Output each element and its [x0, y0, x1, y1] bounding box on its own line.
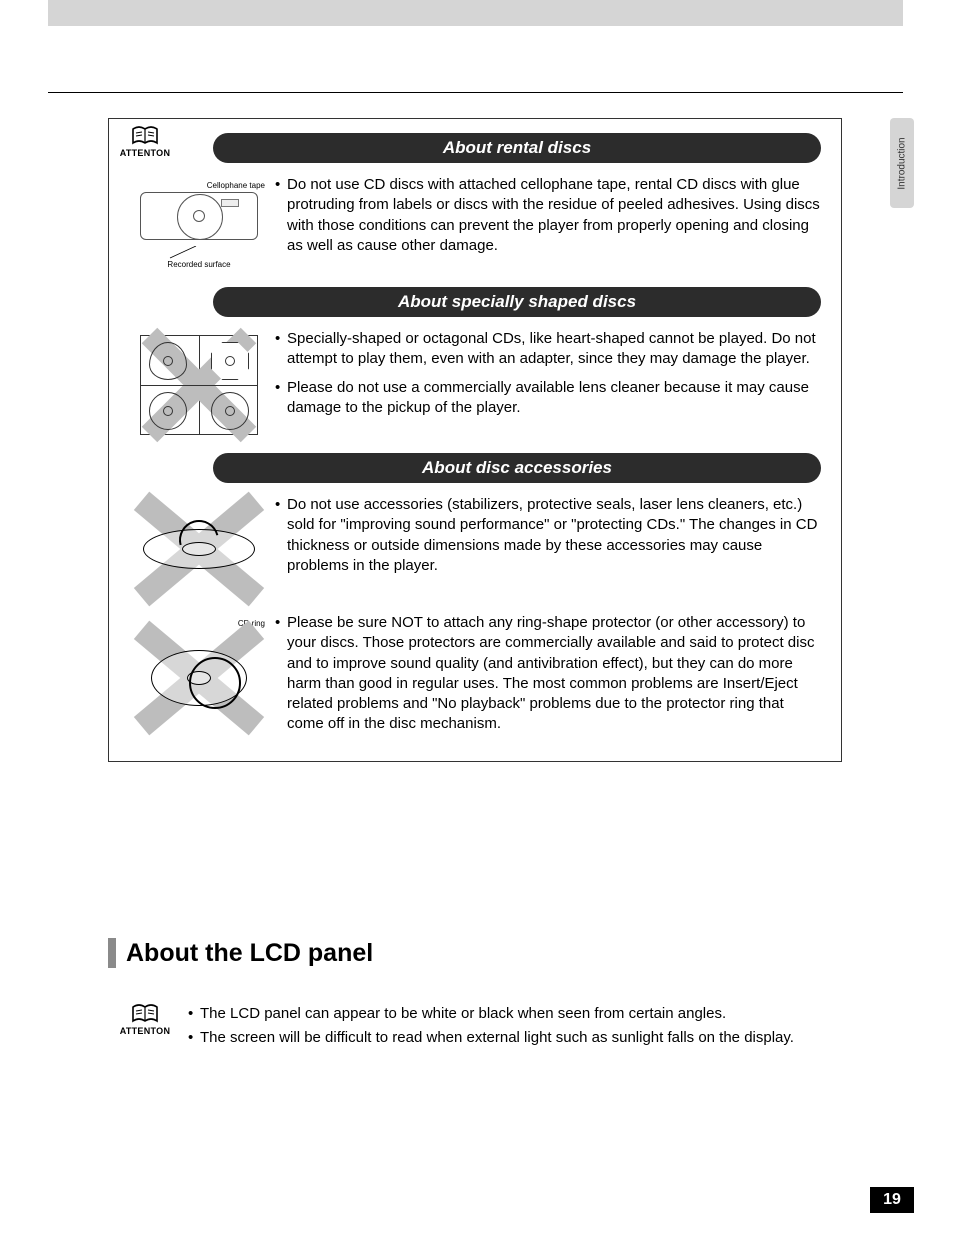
section-accessories-2: CD ring •Please be sure NOT to attach an… — [127, 613, 823, 743]
illus-label-tape: Cellophane tape — [133, 181, 265, 190]
illus-shaped — [127, 329, 275, 435]
cd-ring-graphic — [135, 630, 263, 726]
bullet-text: Please be sure NOT to attach any ring-sh… — [287, 613, 823, 735]
pill-rental: About rental discs — [213, 133, 821, 163]
page-number-badge: 19 — [870, 1187, 914, 1213]
h2-accent-bar — [108, 938, 116, 968]
bullet-text: Specially-shaped or octagonal CDs, like … — [287, 329, 823, 370]
illus-label-recorded: Recorded surface — [133, 260, 265, 269]
body-accessories-1: •Do not use accessories (stabilizers, pr… — [275, 495, 823, 607]
bullet-text: Please do not use a commercially availab… — [287, 378, 823, 419]
illus-rental: Cellophane tape Recorded surface — [127, 175, 275, 269]
body-shaped: •Specially-shaped or octagonal CDs, like… — [275, 329, 823, 435]
attention-icon-lcd: ATTENTON — [116, 1004, 174, 1036]
section-rental: Cellophane tape Recorded surface •Do not… — [127, 175, 823, 269]
header-rule — [48, 92, 903, 93]
section-accessories-1: •Do not use accessories (stabilizers, pr… — [127, 495, 823, 607]
lcd-body: •The LCD panel can appear to be white or… — [188, 1004, 838, 1053]
illus-ring: CD ring — [127, 613, 275, 743]
disc-rental-graphic — [140, 192, 258, 240]
pill-shaped: About specially shaped discs — [213, 287, 821, 317]
book-icon — [131, 1004, 159, 1024]
pill-accessories: About disc accessories — [213, 453, 821, 483]
stabilizer-graphic — [135, 501, 263, 597]
bullet-text: Do not use CD discs with attached cellop… — [287, 175, 823, 256]
attention-label: ATTENTON — [116, 1026, 174, 1036]
section-shaped: •Specially-shaped or octagonal CDs, like… — [127, 329, 823, 435]
pointer-line-icon — [140, 246, 258, 260]
top-gray-bar — [48, 0, 903, 26]
illus-stabilizer — [127, 495, 275, 607]
h2-title: About the LCD panel — [126, 939, 373, 968]
main-content-box: About rental discs Cellophane tape Recor… — [108, 118, 842, 762]
h2-lcd-panel: About the LCD panel — [108, 938, 842, 968]
bullet-text: The screen will be difficult to read whe… — [200, 1028, 794, 1048]
side-tab-introduction: Introduction — [890, 118, 914, 208]
side-tab-label: Introduction — [897, 137, 908, 189]
bullet-text: The LCD panel can appear to be white or … — [200, 1004, 726, 1024]
body-accessories-2: •Please be sure NOT to attach any ring-s… — [275, 613, 823, 743]
bullet-text: Do not use accessories (stabilizers, pro… — [287, 495, 823, 576]
body-rental: •Do not use CD discs with attached cello… — [275, 175, 823, 269]
shaped-discs-graphic — [140, 335, 258, 435]
